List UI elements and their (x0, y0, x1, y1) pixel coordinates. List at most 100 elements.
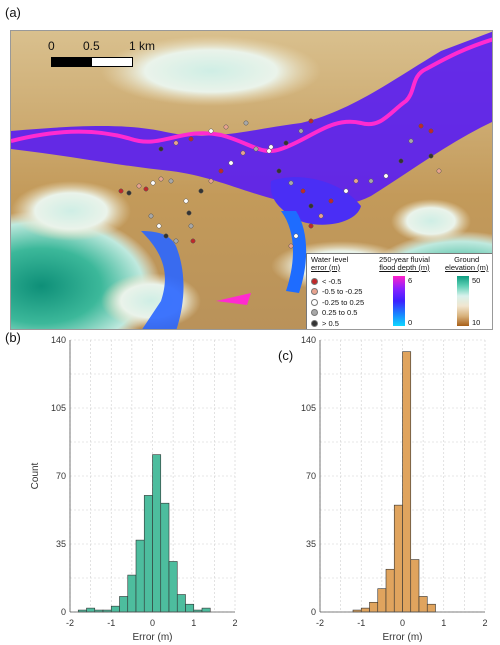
gauge-point (148, 213, 154, 219)
gauge-points (118, 118, 442, 249)
gauge-point (208, 128, 214, 134)
x-tick-label: -2 (316, 618, 324, 628)
legend-dot-icon (311, 277, 318, 285)
histogram-bar (185, 603, 195, 613)
y-axis-label: Count (30, 462, 41, 489)
legend-dot-icon (311, 319, 318, 327)
gauge-point (208, 178, 214, 184)
gauge-point (173, 140, 179, 146)
map-legend: Water level error (m) 250-year fluvial f… (306, 253, 492, 329)
legend-water-level-item: -0.25 to 0.25 (311, 297, 364, 308)
legend-water-level-item: > 0.5 (311, 318, 364, 329)
gauge-point (156, 223, 162, 229)
elev-max-label: 50 (472, 276, 481, 285)
gauge-point (288, 243, 294, 249)
gauge-point (318, 213, 324, 219)
scale-segment-black (51, 57, 93, 67)
gauge-point (298, 128, 304, 134)
histogram-bar (201, 607, 211, 613)
legend-class-label: < -0.5 (322, 276, 342, 286)
x-tick-label: 1 (191, 618, 196, 628)
gauge-point (300, 188, 306, 194)
histogram-bar (426, 603, 436, 613)
gauge-point (266, 148, 272, 154)
gauge-point (328, 198, 334, 204)
x-axis-label: Error (m) (383, 632, 423, 643)
elevation-colorbar (457, 276, 469, 326)
gauge-point (308, 223, 314, 229)
histogram-bar (168, 561, 178, 613)
gauge-point (158, 146, 164, 152)
y-tick-label: 140 (51, 335, 66, 345)
gauge-point (253, 146, 259, 152)
histogram-bar (369, 601, 379, 613)
histogram-bar (176, 594, 186, 613)
gauge-point (243, 120, 249, 126)
panel-label-c: (c) (278, 348, 294, 363)
panel-label-b: (b) (5, 330, 21, 345)
y-tick-label: 35 (306, 539, 316, 549)
histogram-bar (160, 502, 170, 613)
gauge-point (308, 203, 314, 209)
histogram-c: -2 -1 0 1 2 0 35 70 105 140 Error (m) (301, 335, 488, 643)
gauge-point (368, 178, 374, 184)
gauge-point (293, 233, 299, 239)
river-channel (11, 37, 492, 153)
gauge-point (218, 168, 224, 174)
gauge-point (188, 136, 194, 142)
depth-colorbar (393, 276, 405, 326)
y-tick-label: 105 (51, 403, 66, 413)
y-tick-label: 0 (61, 607, 66, 617)
gauge-point (186, 210, 192, 216)
histogram-bar (418, 596, 428, 613)
x-tick-label: -1 (107, 618, 115, 628)
y-tick-label: 70 (306, 471, 316, 481)
x-tick-label: 0 (400, 618, 405, 628)
scale-label-0: 0 (48, 39, 55, 53)
gauge-point (173, 238, 179, 244)
gauge-point (436, 168, 442, 174)
gauge-point (398, 158, 404, 164)
legend-class-label: > 0.5 (322, 318, 339, 328)
histogram-bar (377, 588, 387, 613)
gauge-point (136, 183, 142, 189)
histogram-bar (110, 605, 120, 613)
legend-dot-icon (311, 288, 318, 296)
gauge-point (288, 180, 294, 186)
panel-label-a: (a) (5, 5, 21, 20)
scale-label-half: 0.5 (83, 39, 100, 53)
upland-east (391, 199, 471, 243)
x-tick-label: 2 (232, 618, 237, 628)
y-tick-label: 35 (56, 539, 66, 549)
gauge-point (428, 153, 434, 159)
gauge-point (276, 168, 282, 174)
gauge-point (283, 140, 289, 146)
upland-north (101, 36, 321, 106)
gauge-point (428, 128, 434, 134)
gauge-point (126, 190, 132, 196)
histogram-bar (152, 454, 162, 613)
x-tick-label: 2 (482, 618, 487, 628)
histogram-bar (385, 568, 395, 613)
upland-west (11, 181, 131, 241)
depth-min-label: 0 (408, 318, 413, 327)
legend-water-level-item: -0.5 to -0.25 (311, 287, 364, 298)
y-tick-label: 105 (301, 403, 316, 413)
depth-max-label: 6 (408, 276, 413, 285)
histogram-b: -2 -1 0 1 2 0 35 70 105 140 Error (m) Count (30, 335, 238, 643)
x-tick-label: -2 (66, 618, 74, 628)
legend-class-label: 0.25 to 0.5 (322, 308, 358, 318)
legend-water-level-title: Water level error (m) (311, 255, 349, 272)
legend-dot-icon (311, 309, 318, 317)
gauge-point (143, 186, 149, 192)
histogram-bar (143, 495, 153, 613)
pond (216, 293, 251, 305)
legend-water-level-item: < -0.5 (311, 276, 364, 287)
gauge-point (408, 138, 414, 144)
histogram-bar (393, 504, 403, 613)
histogram-bar (360, 607, 370, 613)
histogram-bar (119, 596, 129, 613)
gauge-point (168, 178, 174, 184)
legend-elevation-title: Ground elevation (m) (445, 255, 489, 272)
gauge-point (343, 188, 349, 194)
